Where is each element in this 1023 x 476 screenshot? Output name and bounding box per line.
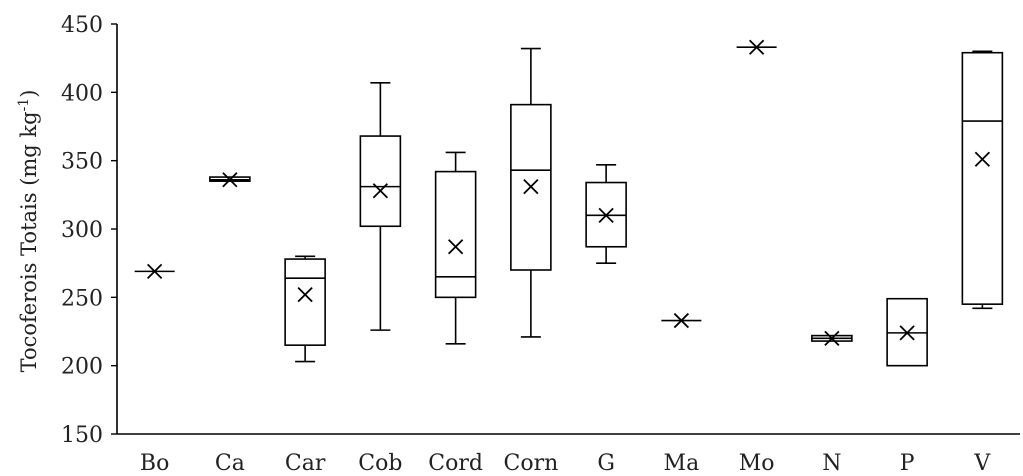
mean-marker-stroke-b bbox=[222, 172, 238, 188]
mean-marker-stroke-b bbox=[899, 325, 915, 341]
box-g bbox=[585, 163, 627, 264]
box-ca bbox=[209, 172, 251, 188]
y-axis-title: Tocoferois Totais (mg kg-1) bbox=[16, 90, 41, 373]
y-tick-label: 350 bbox=[61, 150, 103, 175]
iqr-box bbox=[359, 135, 402, 228]
iqr-box bbox=[510, 103, 552, 271]
y-ticks-group: 150 200 250 300 350 400 450 bbox=[61, 13, 117, 448]
y-axis-title-superscript: -1 bbox=[16, 98, 32, 112]
y-axis-title-end: ) bbox=[17, 90, 41, 98]
y-tick-label: 450 bbox=[61, 13, 103, 38]
iqr-box bbox=[284, 258, 326, 346]
mean-marker-stroke-b bbox=[372, 183, 389, 199]
box-cob bbox=[359, 81, 402, 331]
box-ma bbox=[661, 312, 702, 329]
x-category-label: Mo bbox=[739, 451, 775, 476]
mean-marker-stroke-b bbox=[748, 39, 765, 55]
y-axis-title-group: Tocoferois Totais (mg kg-1) bbox=[16, 90, 41, 373]
box-p bbox=[886, 297, 928, 367]
y-tick-label: 250 bbox=[61, 286, 103, 311]
boxes-group bbox=[134, 39, 1004, 367]
y-tick-label: 300 bbox=[61, 218, 103, 243]
x-category-label: P bbox=[900, 451, 915, 476]
box-n bbox=[811, 330, 853, 346]
mean-marker-stroke-b bbox=[146, 263, 163, 280]
x-category-label: Bo bbox=[140, 451, 169, 476]
mean-marker-stroke-b bbox=[974, 151, 991, 167]
mean-marker-stroke-b bbox=[447, 239, 464, 255]
x-category-label: Car bbox=[285, 451, 326, 476]
box-bo bbox=[134, 263, 175, 280]
x-category-label: N bbox=[822, 451, 841, 476]
mean-marker-stroke-b bbox=[673, 312, 690, 329]
x-category-label: Cob bbox=[358, 451, 402, 476]
iqr-box bbox=[434, 170, 477, 299]
x-category-label: Cord bbox=[428, 451, 483, 476]
x-category-label: V bbox=[973, 451, 991, 476]
mean-marker-stroke-b bbox=[297, 286, 313, 303]
x-category-label: G bbox=[597, 451, 615, 476]
mean-marker-stroke-b bbox=[824, 330, 840, 346]
iqr-box bbox=[961, 51, 1004, 305]
axes-group bbox=[116, 24, 1020, 435]
box-corn bbox=[510, 47, 552, 338]
box-cord bbox=[434, 151, 477, 345]
box-car bbox=[284, 255, 326, 363]
box-v bbox=[961, 50, 1004, 310]
y-tick-label: 200 bbox=[61, 355, 103, 380]
y-axis-title-main: Tocoferois Totais (mg kg bbox=[17, 111, 41, 372]
x-categories-group: Bo Ca Car Cob Cord Corn G Ma Mo N P V bbox=[140, 451, 992, 476]
y-tick-label: 400 bbox=[61, 81, 103, 106]
x-category-label: Ma bbox=[664, 451, 700, 476]
box-mo bbox=[736, 39, 777, 55]
mean-marker-stroke-b bbox=[523, 178, 539, 195]
x-category-label: Ca bbox=[215, 451, 245, 476]
y-tick-label: 150 bbox=[61, 423, 103, 448]
x-category-label: Corn bbox=[503, 451, 558, 476]
mean-marker-stroke-b bbox=[598, 207, 614, 223]
